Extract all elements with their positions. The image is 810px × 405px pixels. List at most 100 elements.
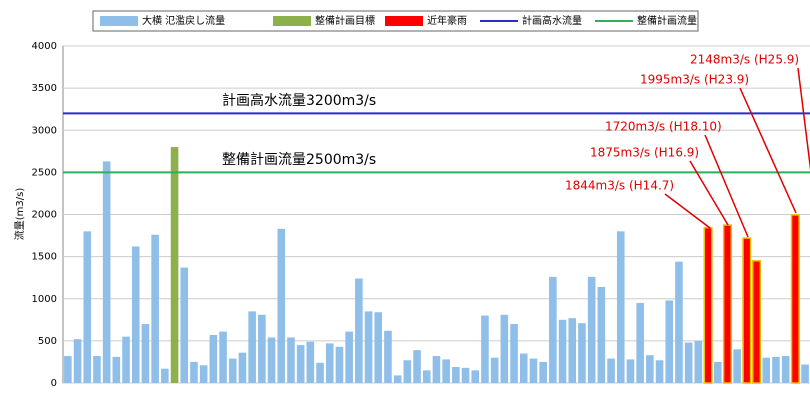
legend-label: 大横 氾濫戻し流量	[142, 14, 225, 27]
bar	[762, 357, 771, 383]
y-tick-label: 2000	[32, 210, 57, 221]
bar	[801, 364, 809, 383]
bar	[413, 350, 421, 383]
bar	[316, 362, 324, 383]
bar	[461, 367, 470, 383]
bar	[131, 246, 140, 383]
bar	[219, 331, 227, 383]
y-axis-label: 流量(m3/s)	[13, 188, 26, 241]
bar	[83, 231, 92, 383]
bar	[519, 353, 528, 383]
bar	[112, 356, 121, 383]
bar	[355, 278, 363, 383]
annotation: 2148m3/s (H25.9)	[690, 53, 799, 67]
legend-label: 近年豪雨	[427, 14, 467, 27]
leader-line	[739, 87, 797, 214]
bar	[607, 358, 615, 383]
leader-line	[689, 160, 729, 226]
bar	[500, 314, 509, 383]
bar	[694, 340, 703, 383]
bar	[345, 331, 353, 383]
bar	[636, 302, 644, 383]
bar	[325, 343, 334, 383]
bar	[374, 312, 383, 383]
bar	[180, 267, 189, 383]
y-tick-label: 3500	[32, 83, 57, 94]
bar	[452, 366, 460, 383]
bar	[713, 361, 722, 383]
annotation: 1844m3/s (H14.7)	[565, 179, 674, 193]
y-tick-label: 500	[38, 336, 57, 347]
bar	[539, 361, 547, 383]
bar	[529, 358, 538, 383]
bar	[170, 147, 179, 383]
bar	[781, 356, 790, 383]
bar	[190, 361, 198, 383]
y-tick-label: 1000	[32, 294, 57, 305]
y-tick-label: 3000	[32, 125, 57, 136]
bar	[258, 314, 266, 383]
bar	[73, 339, 82, 383]
annotation: 1720m3/s (H18.10)	[605, 120, 722, 134]
bar	[490, 357, 499, 383]
bar	[752, 260, 762, 384]
legend-label: 計画高水流量	[522, 14, 582, 27]
bar	[422, 370, 431, 383]
bar	[549, 276, 557, 383]
bar	[568, 318, 577, 383]
bar	[655, 360, 664, 383]
bar	[684, 342, 693, 383]
bar	[199, 365, 208, 383]
bar	[587, 276, 596, 383]
bar	[733, 349, 741, 383]
bar	[393, 375, 402, 383]
bar	[364, 311, 373, 383]
annotation: 1995m3/s (H23.9)	[640, 73, 749, 87]
annotation: 1875m3/s (H16.9)	[590, 146, 699, 160]
bar	[646, 355, 654, 383]
y-tick-label: 4000	[32, 41, 57, 52]
legend-swatch	[385, 16, 423, 26]
bar	[616, 231, 625, 383]
leader-line	[664, 193, 711, 229]
bar	[161, 368, 169, 383]
bar	[102, 161, 111, 383]
bar	[267, 337, 276, 383]
reference-label: 整備計画流量2500m3/s	[222, 152, 376, 168]
bar	[238, 352, 247, 383]
bar	[122, 336, 130, 383]
bar	[228, 358, 237, 383]
bar	[287, 337, 295, 383]
bar	[384, 330, 392, 383]
bar	[626, 359, 635, 383]
leader-line	[797, 67, 810, 171]
bar	[790, 214, 800, 384]
bar	[442, 359, 450, 383]
bar	[471, 370, 480, 383]
bar	[335, 346, 344, 383]
legend-label: 整備計画目標	[315, 14, 375, 27]
bar	[306, 341, 315, 383]
bar	[151, 234, 159, 383]
reference-label: 計画高水流量3200m3/s	[222, 92, 376, 109]
bar	[209, 334, 218, 383]
bar	[772, 356, 780, 383]
y-tick-label: 0	[51, 378, 57, 389]
legend-label: 整備計画流量	[637, 14, 697, 27]
bar	[722, 224, 733, 384]
bar	[597, 286, 606, 383]
leader-line	[704, 134, 749, 238]
bar	[665, 300, 674, 383]
bar	[432, 356, 441, 383]
bar	[277, 228, 286, 383]
bar	[296, 345, 305, 383]
bar	[481, 315, 489, 383]
bar	[64, 356, 72, 383]
y-tick-label: 2500	[32, 167, 57, 178]
legend-swatch	[100, 16, 138, 26]
bar	[403, 360, 412, 383]
legend-swatch	[273, 16, 311, 26]
bar	[141, 324, 150, 383]
bar	[703, 226, 713, 384]
